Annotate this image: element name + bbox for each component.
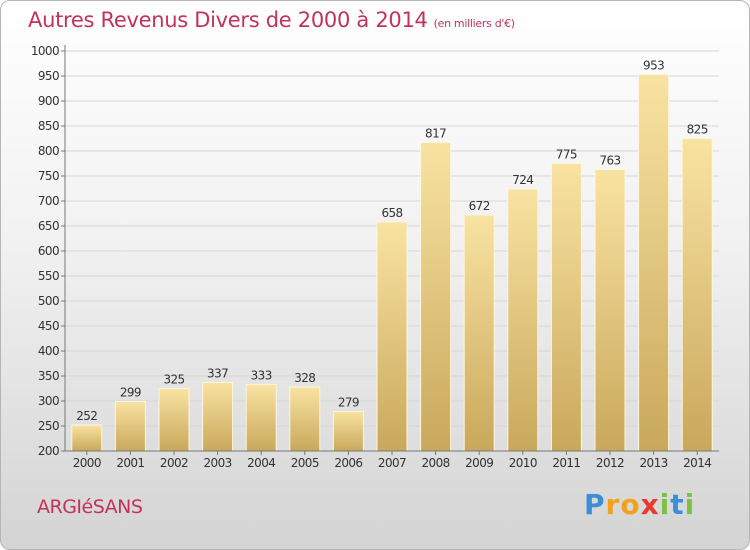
bar: [550, 163, 582, 452]
y-axis-ticks: 200 250 300 350 400 450 500 550 600 650 700 750 800 8…: [31, 44, 65, 458]
data-label: 328: [294, 371, 315, 385]
proxiti-logo: Proxiti: [584, 488, 695, 521]
data-labels: 252 299 325 337 333 328 279 658 817 672 724 775 763 9…: [76, 59, 708, 424]
bar: [681, 138, 713, 452]
bar: [463, 214, 495, 452]
bar: [420, 142, 452, 452]
chart-title-text: Autres Revenus Divers de 2000 à 2014: [28, 8, 428, 32]
y-tick-label: 200: [38, 444, 59, 458]
x-tick-label: 2012: [596, 456, 624, 470]
logo-letter: t: [670, 488, 685, 521]
logo-letter: i: [659, 488, 671, 521]
data-label: 672: [469, 199, 490, 213]
y-tick-label: 800: [38, 144, 59, 158]
y-tick-label: 300: [38, 394, 59, 408]
data-label: 333: [251, 369, 272, 383]
y-tick-label: 500: [38, 294, 59, 308]
y-tick-label: 850: [38, 119, 59, 133]
x-tick-label: 2014: [683, 456, 711, 470]
x-tick-label: 2004: [247, 456, 275, 470]
x-tick-label: 2013: [640, 456, 668, 470]
x-tick-label: 2009: [465, 456, 493, 470]
y-tick-label: 900: [38, 94, 59, 108]
y-tick-label: 450: [38, 319, 59, 333]
data-label: 252: [76, 409, 97, 423]
x-tick-label: 2008: [422, 456, 450, 470]
chart-subtitle: (en milliers d'€): [433, 17, 515, 30]
y-tick-label: 700: [38, 194, 59, 208]
bar: [202, 382, 234, 452]
bar: [114, 401, 146, 452]
data-label: 724: [512, 173, 533, 187]
x-tick-label: 2011: [552, 456, 580, 470]
bar: [376, 221, 408, 452]
bar: [594, 169, 626, 452]
x-axis-ticks: 2000 2001 2002 2003 2004 2005 2006 2007 2008 2009…: [73, 451, 712, 470]
x-tick-label: 2007: [378, 456, 406, 470]
x-tick-label: 2002: [160, 456, 188, 470]
chart-title: Autres Revenus Divers de 2000 à 2014 (en …: [28, 8, 515, 32]
logo-letter: x: [640, 488, 660, 521]
logo-letter: o: [620, 488, 641, 521]
y-tick-label: 1000: [31, 44, 59, 58]
bar: [158, 388, 190, 452]
y-tick-label: 600: [38, 244, 59, 258]
data-label: 817: [425, 127, 446, 141]
y-tick-label: 350: [38, 369, 59, 383]
bar: [245, 384, 277, 452]
y-tick-label: 550: [38, 269, 59, 283]
x-tick-label: 2010: [509, 456, 537, 470]
bar: [638, 74, 670, 452]
x-tick-label: 2000: [73, 456, 101, 470]
data-label: 325: [163, 373, 184, 387]
y-tick-label: 950: [38, 69, 59, 83]
data-label: 658: [381, 206, 402, 220]
data-label: 299: [120, 386, 141, 400]
data-label: 279: [338, 396, 359, 410]
bar: [71, 424, 103, 452]
y-tick-label: 650: [38, 219, 59, 233]
bar: [332, 411, 364, 452]
x-tick-label: 2006: [334, 456, 362, 470]
logo-letter: r: [605, 488, 621, 521]
data-label: 775: [556, 148, 577, 162]
y-tick-label: 750: [38, 169, 59, 183]
bars: [71, 74, 713, 452]
axes: [64, 45, 719, 452]
x-tick-label: 2001: [116, 456, 144, 470]
commune-name: ARGIéSANS: [37, 496, 143, 518]
logo-letter: i: [684, 488, 696, 521]
x-tick-label: 2005: [291, 456, 319, 470]
y-tick-label: 400: [38, 344, 59, 358]
data-label: 825: [687, 123, 708, 137]
bar: [507, 188, 539, 452]
data-label: 763: [599, 154, 620, 168]
y-tick-label: 250: [38, 419, 59, 433]
bar: [289, 386, 321, 452]
data-label: 337: [207, 367, 228, 381]
logo-letter: P: [584, 488, 606, 521]
data-label: 953: [643, 59, 664, 73]
x-tick-label: 2003: [204, 456, 232, 470]
